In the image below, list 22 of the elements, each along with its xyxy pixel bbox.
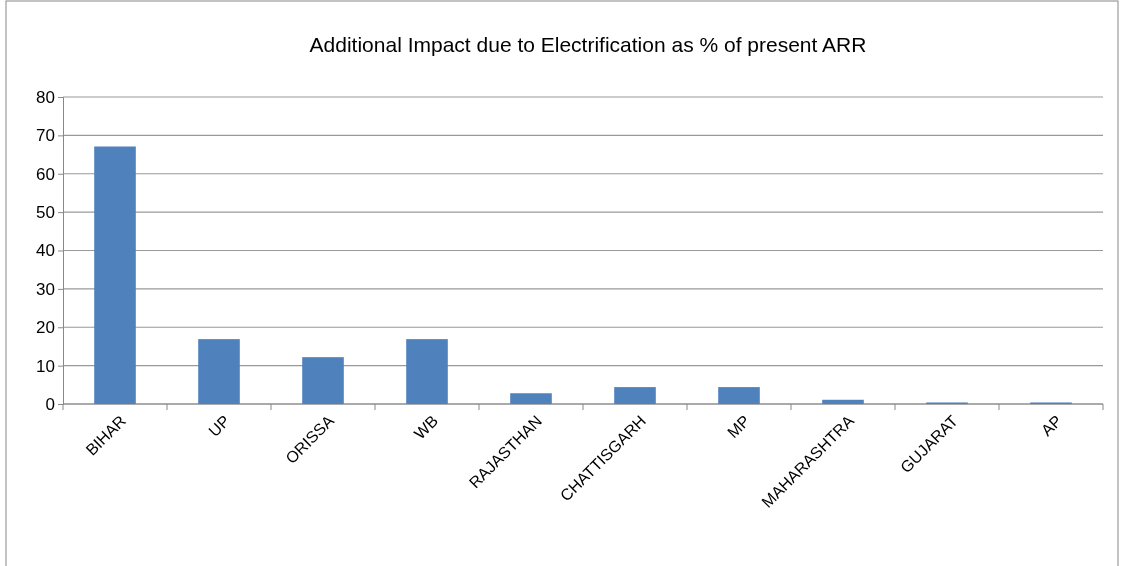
bar xyxy=(718,387,760,404)
y-tick-label: 40 xyxy=(36,241,55,261)
y-tick-label: 30 xyxy=(36,279,55,299)
y-tick-label: 50 xyxy=(36,203,55,223)
y-tick-label: 70 xyxy=(36,126,55,146)
y-tick-label: 80 xyxy=(36,87,55,107)
x-tick-label: AP xyxy=(1037,412,1066,440)
bar xyxy=(198,339,240,404)
bar xyxy=(302,357,344,404)
bar xyxy=(406,339,448,404)
chart-title: Additional Impact due to Electrification as % of present ARR xyxy=(309,33,867,56)
bar xyxy=(614,387,656,404)
y-tick-label: 0 xyxy=(45,394,55,414)
y-tick-label: 10 xyxy=(36,356,55,376)
bar xyxy=(510,393,552,404)
x-tick-label: UP xyxy=(205,412,234,440)
x-tick-label: WB xyxy=(410,412,442,443)
bar xyxy=(822,399,864,404)
y-tick-label: 60 xyxy=(36,164,55,184)
bar xyxy=(94,146,136,404)
x-tick-label: MP xyxy=(724,412,754,442)
y-tick-label: 20 xyxy=(36,318,55,338)
